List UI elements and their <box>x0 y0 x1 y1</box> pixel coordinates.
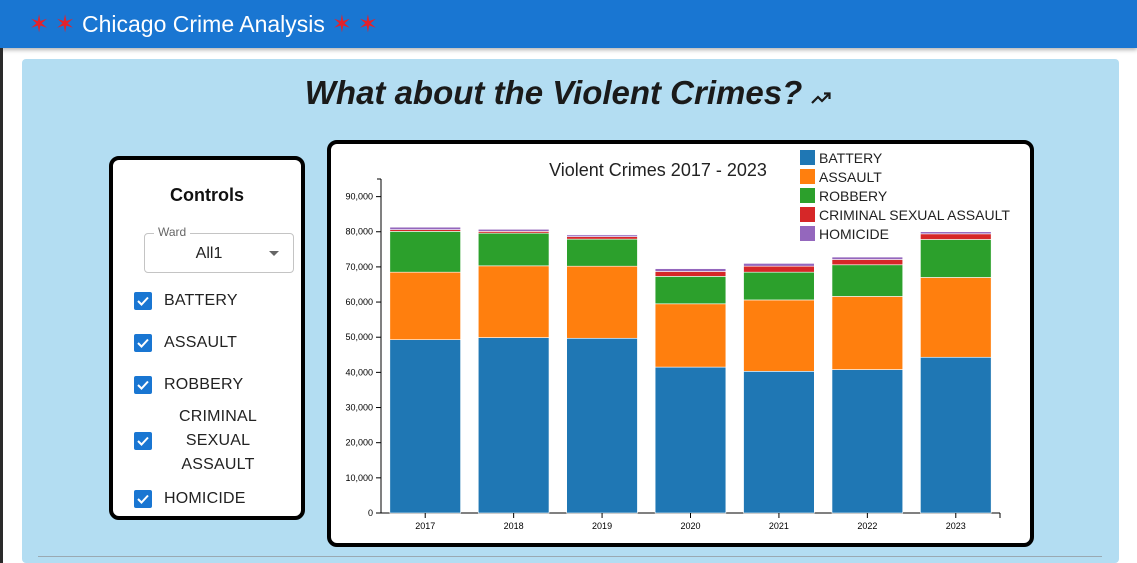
checkbox-checked-icon[interactable] <box>134 432 152 450</box>
bar-segment <box>654 366 727 514</box>
checkbox-label: BATTERY <box>164 292 238 309</box>
divider <box>38 556 1102 557</box>
chicago-star-icon: ✶ <box>28 10 50 38</box>
legend-swatch <box>800 188 815 203</box>
bar-segment <box>743 299 815 372</box>
bar-segment <box>477 265 550 338</box>
checkbox-checked-icon[interactable] <box>134 334 152 352</box>
bar-segment <box>831 264 904 297</box>
dropdown-arrow-icon[interactable] <box>269 251 279 256</box>
bar-segment <box>566 238 638 267</box>
bar-segment <box>831 369 904 514</box>
checkbox-label: ROBBERY <box>164 376 244 393</box>
legend-swatch <box>800 169 815 184</box>
y-tick-label: 20,000 <box>345 438 373 448</box>
bar-segment <box>654 268 727 272</box>
checkbox-assault[interactable]: ASSAULT <box>134 334 237 352</box>
bar-segment <box>831 259 904 266</box>
bar-segment <box>920 233 992 240</box>
controls-title: Controls <box>170 185 244 205</box>
checkbox-checked-icon[interactable] <box>134 490 152 508</box>
section-heading: What about the Violent Crimes? <box>0 74 1137 114</box>
y-tick-label: 90,000 <box>345 192 373 202</box>
x-tick-label: 2021 <box>769 521 789 531</box>
y-tick-label: 50,000 <box>345 332 373 342</box>
bar-segment <box>477 232 550 267</box>
bar-segment <box>743 263 815 267</box>
x-tick-label: 2017 <box>415 521 435 531</box>
x-tick-label: 2022 <box>857 521 877 531</box>
section-heading-text: What about the Violent Crimes? <box>304 74 803 111</box>
bar-segment <box>831 256 904 260</box>
bar-segment <box>566 337 638 514</box>
checkbox-robbery[interactable]: ROBBERY <box>134 376 243 394</box>
bar-segment <box>389 271 461 340</box>
bar-segment <box>743 371 815 514</box>
checkbox-homicide[interactable]: HOMICIDE <box>134 490 246 508</box>
violent-crimes-chart: 0 10,000 20,000 30,000 40,000 50,000 60,000 70,… <box>345 150 1010 531</box>
bar-segment <box>566 236 638 240</box>
bar-segment <box>920 356 992 514</box>
checkbox-label: ASSAULT <box>164 334 238 351</box>
checkbox-label: CRIMINAL SEXUAL ASSAULT <box>178 408 258 473</box>
x-tick-label: 2019 <box>592 521 612 531</box>
ward-select[interactable]: Ward All1 <box>144 225 294 273</box>
legend-swatch <box>800 150 815 165</box>
checkbox-battery[interactable]: BATTERY <box>134 292 238 310</box>
legend-label: CRIMINAL SEXUAL ASSAULT <box>819 207 1010 223</box>
bar-segment <box>389 231 461 273</box>
x-tick-label: 2023 <box>946 521 966 531</box>
bar-segment <box>920 277 992 358</box>
chicago-star-icon: ✶ <box>357 10 378 38</box>
y-tick-label: 40,000 <box>345 367 373 377</box>
y-tick-label: 80,000 <box>345 227 373 237</box>
bar-segment <box>477 337 550 514</box>
x-tick-label: 2020 <box>680 521 700 531</box>
legend-swatch <box>800 207 815 222</box>
legend-label: BATTERY <box>819 150 883 166</box>
chicago-star-icon: ✶ <box>331 10 352 38</box>
chicago-star-icon: ✶ <box>54 10 76 38</box>
bar-segment <box>389 339 461 514</box>
y-tick-label: 10,000 <box>345 473 373 483</box>
checkbox-criminal-sexual-assault[interactable]: CRIMINAL SEXUAL ASSAULT <box>134 405 268 477</box>
legend-label: ROBBERY <box>819 188 888 204</box>
app-title: Chicago Crime Analysis <box>82 10 325 37</box>
bar-segment <box>654 271 727 277</box>
legend-swatch <box>800 226 815 241</box>
legend-label: ASSAULT <box>819 169 882 185</box>
y-tick-label: 60,000 <box>345 297 373 307</box>
bar-segment <box>389 226 461 230</box>
bar-segment <box>477 228 550 232</box>
bar-segment <box>831 296 904 370</box>
chart-title: Violent Crimes 2017 - 2023 <box>549 160 767 180</box>
y-tick-label: 0 <box>368 508 373 518</box>
bar-segment <box>743 271 815 301</box>
bar-segment <box>920 231 992 235</box>
ward-value: All1 <box>195 245 223 262</box>
checkbox-checked-icon[interactable] <box>134 376 152 394</box>
app-bar: ✶ ✶ Chicago Crime Analysis ✶ ✶ <box>0 0 1137 48</box>
checkbox-label: HOMICIDE <box>164 490 246 507</box>
y-tick-label: 30,000 <box>345 403 373 413</box>
y-tick-label: 70,000 <box>345 262 373 272</box>
bar-segment <box>743 265 815 273</box>
bar-segment <box>654 276 727 305</box>
ward-label: Ward <box>154 225 191 239</box>
controls-card: Controls Ward All1 BATTERY ASSAULT ROBBE… <box>109 156 305 520</box>
trending-up-icon <box>810 76 832 114</box>
checkbox-checked-icon[interactable] <box>134 292 152 310</box>
bar-segment <box>920 239 992 278</box>
x-tick-label: 2018 <box>504 521 524 531</box>
window-edge <box>0 48 3 563</box>
chart-card: 0 10,000 20,000 30,000 40,000 50,000 60,000 70,… <box>327 140 1034 547</box>
bar-segment <box>566 234 638 237</box>
bar-segment <box>566 265 638 339</box>
bar-segment <box>654 303 727 368</box>
legend-label: HOMICIDE <box>819 226 889 242</box>
